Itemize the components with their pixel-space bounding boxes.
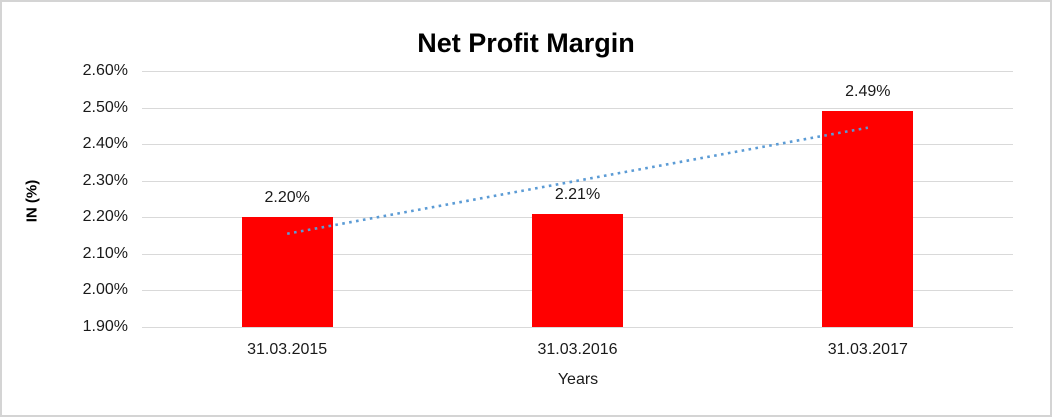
- y-tick-label: 2.60%: [82, 62, 128, 79]
- y-tick-label: 2.40%: [82, 135, 128, 153]
- y-tick-label: 2.50%: [82, 98, 128, 116]
- y-tick-label: 2.20%: [82, 208, 128, 226]
- trendline: [286, 126, 869, 236]
- gridline: [142, 327, 1013, 328]
- x-axis-title: Years: [557, 371, 599, 388]
- bar-data-label: 2.49%: [845, 83, 891, 101]
- y-tick-label: 1.90%: [82, 318, 128, 335]
- bar-data-label: 2.21%: [554, 185, 601, 203]
- y-tick-label: 2.10%: [82, 244, 128, 262]
- bar-31.03.2015: [241, 217, 333, 327]
- gridline: [142, 71, 1013, 72]
- bar-data-label: 2.20%: [264, 189, 310, 207]
- x-category-label: 31.03.2015: [247, 341, 328, 358]
- trendline-layer: [286, 126, 869, 236]
- y-axis-title: IN (%): [23, 179, 41, 223]
- y-tick-label: 2.00%: [82, 281, 128, 299]
- gridline: [142, 144, 1013, 146]
- bar-31.03.2016: [532, 213, 623, 327]
- y-tick-label: 2.30%: [82, 171, 128, 189]
- plot-area: 2.20% 2.21% 2.49%: [142, 71, 1013, 328]
- gridline: [142, 107, 1013, 109]
- chart-title: Net Profit Margin: [417, 28, 635, 58]
- bar-31.03.2017: [822, 111, 914, 327]
- x-category-label: 31.03.2017: [827, 341, 908, 358]
- x-category-label: 31.03.2016: [537, 341, 618, 358]
